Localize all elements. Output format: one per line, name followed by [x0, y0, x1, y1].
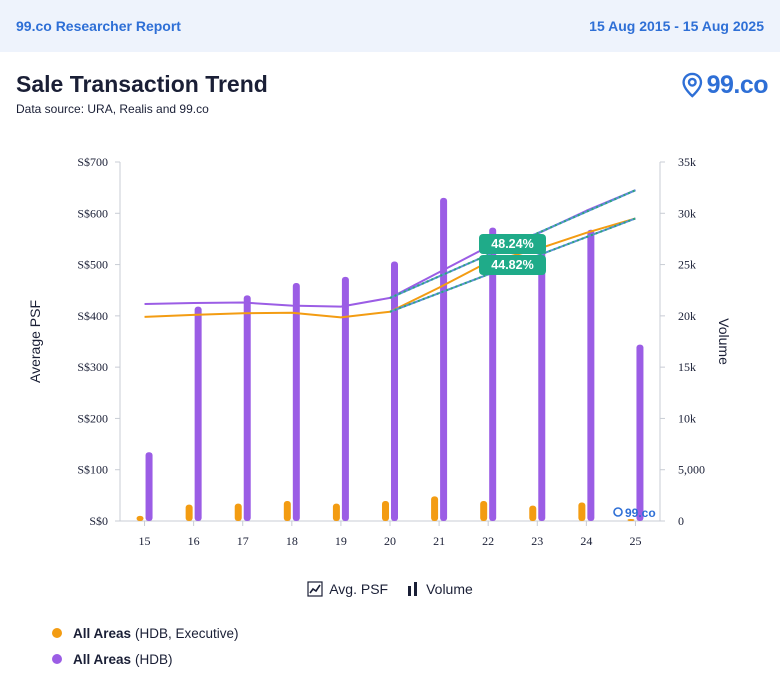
x-tick-label: 24: [580, 534, 592, 548]
legend-label-bold: All Areas: [73, 651, 132, 667]
bar-hdb: [145, 452, 153, 521]
y2-tick-label: 0: [678, 514, 684, 528]
y2-tick-label: 15k: [678, 360, 696, 374]
bar-executive: [431, 496, 439, 521]
series-legend: All Areas (HDB, Executive) All Areas (HD…: [52, 620, 239, 672]
data-source: Data source: URA, Realis and 99.co: [16, 102, 209, 116]
y-tick-label: S$300: [77, 360, 108, 374]
toggle-volume[interactable]: Volume: [406, 581, 473, 597]
toggle-avg-psf-label: Avg. PSF: [329, 581, 389, 597]
map-pin-icon: [682, 72, 703, 98]
report-brand: 99.co Researcher Report: [16, 18, 181, 34]
legend-item-executive[interactable]: All Areas (HDB, Executive): [52, 620, 239, 646]
chart-legend-toggles: Avg. PSF Volume: [0, 581, 780, 597]
bar-hdb: [194, 306, 202, 521]
bar-hdb: [243, 295, 251, 521]
growth-badge-text: 48.24%: [491, 237, 533, 251]
x-tick-label: 15: [139, 534, 151, 548]
bar-executive: [185, 504, 193, 521]
y2-tick-label: 25k: [678, 258, 696, 272]
y2-tick-label: 35k: [678, 155, 696, 169]
x-tick-label: 20: [384, 534, 396, 548]
bar-chart-icon: [408, 582, 418, 596]
y-tick-label: S$200: [77, 411, 108, 425]
bar-executive: [578, 502, 586, 521]
y2-tick-label: 10k: [678, 411, 696, 425]
x-tick-label: 21: [433, 534, 445, 548]
legend-label-rest: (HDB, Executive): [135, 625, 239, 641]
x-tick-label: 19: [335, 534, 347, 548]
y2-tick-label: 5,000: [678, 463, 705, 477]
x-tick-label: 17: [237, 534, 249, 548]
y-tick-label: S$0: [89, 514, 108, 528]
legend-label-rest: (HDB): [135, 651, 173, 667]
legend-label-bold: All Areas: [73, 625, 132, 641]
growth-badge-bg: [479, 234, 546, 254]
bar-hdb: [489, 227, 497, 521]
bar-executive: [480, 500, 488, 521]
bar-executive: [332, 503, 340, 521]
bar-hdb: [292, 283, 300, 521]
bar-hdb: [587, 229, 595, 521]
y-tick-label: S$700: [77, 155, 108, 169]
line-chart-icon: [307, 581, 323, 597]
x-tick-label: 25: [629, 534, 641, 548]
y-tick-label: S$100: [77, 463, 108, 477]
y-axis-title: Average PSF: [27, 300, 43, 383]
bar-hdb: [538, 251, 546, 522]
growth-badge-bg: [479, 255, 546, 275]
page-title: Sale Transaction Trend: [16, 71, 268, 97]
growth-badge-text: 44.82%: [491, 258, 533, 272]
x-tick-label: 18: [286, 534, 298, 548]
bar-hdb: [391, 261, 398, 521]
bar-executive: [136, 515, 144, 521]
y-tick-label: S$400: [77, 309, 108, 323]
bar-hdb: [440, 197, 448, 521]
legend-dot-hdb: [52, 654, 62, 664]
toggle-volume-label: Volume: [426, 581, 473, 597]
bar-executive: [627, 518, 635, 521]
date-range: 15 Aug 2015 - 15 Aug 2025: [589, 18, 764, 34]
logo-text: 99.co: [706, 70, 769, 99]
y2-tick-label: 30k: [678, 206, 696, 220]
bar-executive: [529, 505, 537, 521]
sale-transaction-chart: S$0 S$100 S$200 S$300 S$400 S$500 S$600 S$700 0 5…: [27, 155, 732, 548]
report-header: 99.co Researcher Report 15 Aug 2015 - 15…: [0, 0, 780, 52]
legend-dot-executive: [52, 628, 62, 638]
watermark-pin-icon: [613, 507, 623, 517]
toggle-avg-psf[interactable]: Avg. PSF: [307, 581, 388, 597]
y2-tick-label: 20k: [678, 309, 696, 323]
bar-hdb: [636, 344, 644, 521]
x-tick-label: 22: [482, 534, 494, 548]
line-hdb: [144, 189, 636, 308]
y-tick-label: S$500: [77, 258, 108, 272]
chart-watermark: 99.co: [613, 506, 656, 520]
brand-logo: 99.co: [682, 68, 769, 102]
legend-item-hdb[interactable]: All Areas (HDB): [52, 646, 239, 672]
bar-executive: [234, 503, 242, 521]
bar-executive: [283, 500, 291, 521]
bar-hdb: [341, 276, 349, 521]
x-tick-label: 16: [188, 534, 200, 548]
x-tick-label: 23: [531, 534, 543, 548]
y-tick-label: S$600: [77, 206, 108, 220]
watermark-text: 99.co: [625, 506, 656, 520]
bar-executive: [382, 500, 389, 521]
y2-axis-title: Volume: [716, 318, 732, 365]
